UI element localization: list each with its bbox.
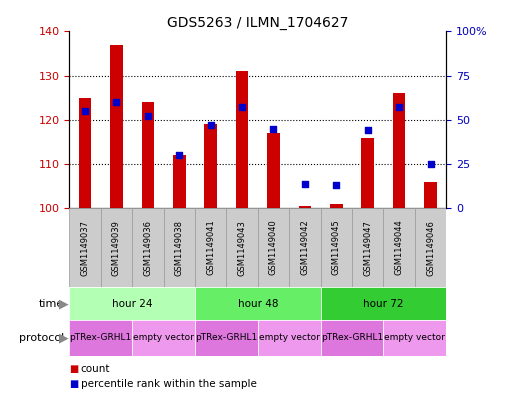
Text: GSM1149045: GSM1149045 xyxy=(332,220,341,275)
Bar xyxy=(330,204,343,208)
Text: GSM1149042: GSM1149042 xyxy=(301,220,309,275)
Point xyxy=(144,113,152,119)
Title: GDS5263 / ILMN_1704627: GDS5263 / ILMN_1704627 xyxy=(167,17,348,30)
Text: ▶: ▶ xyxy=(58,331,68,345)
Bar xyxy=(195,208,226,287)
Bar xyxy=(362,138,374,208)
Bar xyxy=(383,320,446,356)
Bar xyxy=(226,208,258,287)
Bar xyxy=(321,208,352,287)
Text: GSM1149044: GSM1149044 xyxy=(394,220,404,275)
Bar xyxy=(132,320,195,356)
Bar xyxy=(164,208,195,287)
Text: GSM1149041: GSM1149041 xyxy=(206,220,215,275)
Text: empty vector: empty vector xyxy=(259,334,320,342)
Bar xyxy=(132,208,164,287)
Text: ■: ■ xyxy=(69,379,78,389)
Bar xyxy=(142,102,154,208)
Text: GSM1149040: GSM1149040 xyxy=(269,220,278,275)
Text: GSM1149039: GSM1149039 xyxy=(112,220,121,275)
Bar xyxy=(69,208,101,287)
Text: GSM1149036: GSM1149036 xyxy=(143,220,152,275)
Bar xyxy=(69,287,195,320)
Text: GSM1149038: GSM1149038 xyxy=(175,220,184,275)
Bar xyxy=(321,287,446,320)
Bar xyxy=(393,93,405,208)
Text: ▶: ▶ xyxy=(58,297,68,310)
Text: hour 72: hour 72 xyxy=(363,299,404,309)
Text: pTRex-GRHL1: pTRex-GRHL1 xyxy=(321,334,383,342)
Bar xyxy=(195,287,321,320)
Point xyxy=(112,99,121,105)
Point xyxy=(364,127,372,134)
Point xyxy=(81,108,89,114)
Text: empty vector: empty vector xyxy=(384,334,445,342)
Bar xyxy=(267,133,280,208)
Point xyxy=(269,125,278,132)
Point xyxy=(332,182,341,189)
Bar xyxy=(110,45,123,208)
Point xyxy=(238,104,246,111)
Text: GSM1149037: GSM1149037 xyxy=(81,220,89,275)
Bar xyxy=(289,208,321,287)
Text: empty vector: empty vector xyxy=(133,334,194,342)
Text: time: time xyxy=(39,299,64,309)
Bar xyxy=(204,124,217,208)
Text: percentile rank within the sample: percentile rank within the sample xyxy=(81,379,256,389)
Bar xyxy=(258,208,289,287)
Text: hour 48: hour 48 xyxy=(238,299,278,309)
Bar xyxy=(299,206,311,208)
Point xyxy=(301,180,309,187)
Text: protocol: protocol xyxy=(19,333,64,343)
Bar xyxy=(69,320,132,356)
Point xyxy=(426,161,435,167)
Text: ■: ■ xyxy=(69,364,78,374)
Point xyxy=(395,104,403,111)
Bar xyxy=(383,208,415,287)
Bar xyxy=(352,208,383,287)
Text: hour 24: hour 24 xyxy=(112,299,152,309)
Text: GSM1149047: GSM1149047 xyxy=(363,220,372,275)
Bar xyxy=(258,320,321,356)
Text: count: count xyxy=(81,364,110,374)
Point xyxy=(175,152,183,158)
Text: pTRex-GRHL1: pTRex-GRHL1 xyxy=(70,334,132,342)
Bar xyxy=(236,71,248,208)
Bar xyxy=(78,98,91,208)
Bar xyxy=(195,320,258,356)
Bar xyxy=(424,182,437,208)
Bar xyxy=(321,320,383,356)
Point xyxy=(207,122,215,128)
Bar xyxy=(101,208,132,287)
Bar xyxy=(173,155,186,208)
Text: pTRex-GRHL1: pTRex-GRHL1 xyxy=(195,334,258,342)
Bar xyxy=(415,208,446,287)
Text: GSM1149043: GSM1149043 xyxy=(238,220,247,275)
Text: GSM1149046: GSM1149046 xyxy=(426,220,435,275)
